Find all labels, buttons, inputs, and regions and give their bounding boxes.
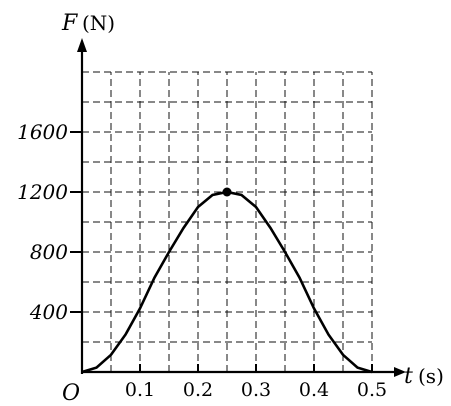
y-tick-label: 1200 [17,180,68,204]
x-tick-label: 0.4 [299,379,329,401]
x-tick-label: 0.5 [357,379,387,401]
axis-ticks [70,131,373,372]
y-axis-symbol: F [61,11,78,36]
x-tick-label: 0.3 [241,379,271,401]
x-tick-label: 0.2 [183,379,213,401]
y-tick-label: 1600 [17,120,68,144]
chart-grid [82,71,373,372]
peak-point [222,187,232,197]
x-axis-symbol: t [404,364,413,389]
y-tick-label: 400 [29,300,68,324]
y-tick-label: 800 [30,240,68,264]
x-tick-label: 0.1 [125,379,155,401]
y-axis-unit: (N) [82,11,115,35]
x-axis-arrow [394,367,406,377]
tick-labels: 0.1 0.2 0.3 0.4 0.5 400 800 1200 1600 [17,120,387,401]
origin-label: O [62,381,80,406]
y-axis-arrow [77,38,87,52]
x-axis-unit: (s) [418,364,444,388]
chart-axes [77,38,406,377]
